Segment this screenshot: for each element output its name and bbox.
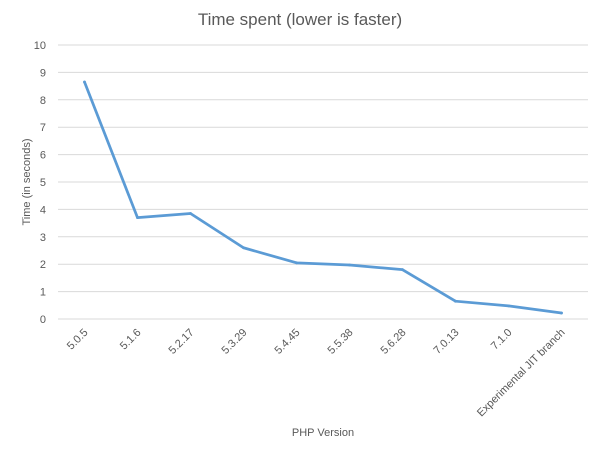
data-point: [507, 304, 510, 308]
data-point: [401, 268, 404, 272]
y-tick-label: 2: [40, 259, 46, 271]
x-tick-label: 5.5.38: [326, 327, 356, 357]
x-tick-label: 5.6.28: [379, 327, 409, 357]
x-tick-label: 7.1.0: [489, 327, 515, 353]
data-point: [560, 311, 563, 315]
y-tick-label: 4: [40, 204, 46, 216]
y-tick-label: 7: [40, 122, 46, 134]
data-point: [136, 216, 139, 220]
x-tick-label: 5.4.45: [273, 327, 303, 357]
y-tick-label: 9: [40, 67, 46, 79]
x-tick-label: 5.3.29: [220, 327, 250, 357]
x-axis-ticks: 5.0.5 5.1.6 5.2.17 5.3.29 5.4.45 5.5.38 5.6.28…: [65, 327, 568, 420]
y-axis-title: Time (in seconds): [21, 138, 33, 225]
x-tick-label: Experimental JIT branch: [475, 327, 568, 420]
data-point: [454, 299, 457, 303]
data-point: [83, 80, 86, 84]
data-point: [189, 212, 192, 215]
series-group: [83, 80, 563, 315]
chart-title: Time spent (lower is faster): [198, 10, 402, 29]
gridlines: [58, 44, 588, 320]
y-tick-label: 1: [40, 287, 46, 299]
data-point: [242, 246, 245, 250]
y-tick-label: 5: [40, 177, 46, 189]
y-tick-label: 0: [40, 314, 46, 326]
data-point: [348, 263, 351, 267]
series-line: [83, 80, 563, 315]
y-tick-label: 6: [40, 150, 46, 162]
data-point: [295, 261, 298, 265]
y-tick-label: 8: [40, 95, 46, 107]
y-axis-ticks: 0 1 2 3 4 5 6 7 8 9 10: [34, 40, 46, 326]
x-tick-label: 5.1.6: [118, 327, 144, 353]
y-tick-label: 10: [34, 40, 46, 52]
x-tick-label: 7.0.13: [432, 327, 462, 357]
x-axis-title: PHP Version: [292, 427, 354, 439]
x-tick-label: 5.2.17: [167, 327, 197, 357]
x-tick-label: 5.0.5: [65, 327, 91, 353]
y-tick-label: 3: [40, 232, 46, 244]
